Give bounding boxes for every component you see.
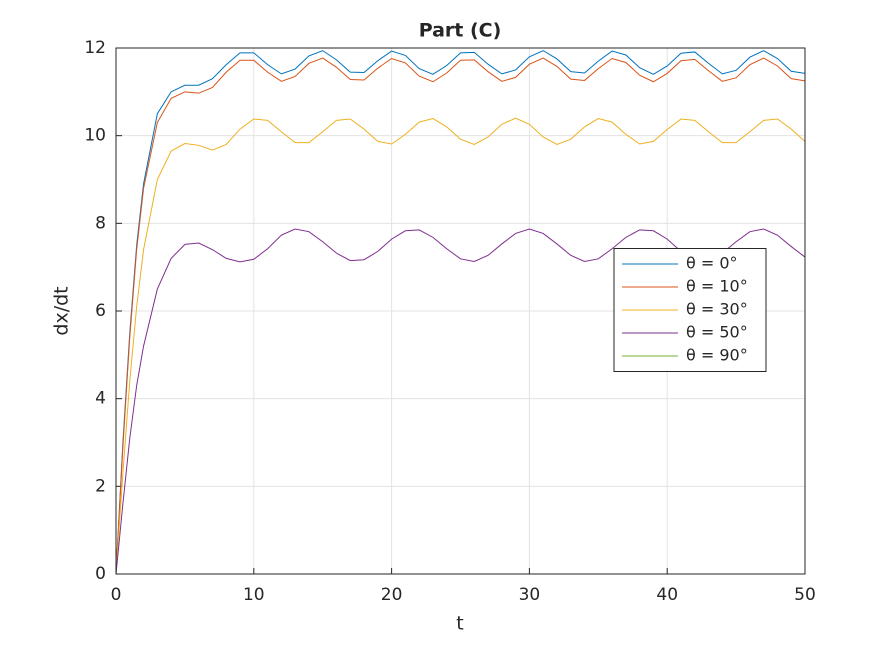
y-tick-label: 4 [95, 389, 106, 409]
y-tick-label: 6 [95, 301, 106, 321]
data-line [115, 117, 806, 575]
x-tick-label: 50 [794, 585, 816, 605]
y-axis-label: dx/dt [51, 286, 73, 335]
data-line [115, 50, 806, 575]
chart-title: Part (C) [419, 20, 502, 42]
x-axis-label: t [456, 613, 463, 635]
x-tick-label: 20 [381, 585, 403, 605]
y-tick-label: 0 [95, 564, 106, 584]
legend-label: θ = 10° [686, 277, 748, 296]
y-tick-label: 12 [84, 38, 106, 58]
x-tick-label: 40 [656, 585, 678, 605]
legend-label: θ = 0° [686, 254, 738, 273]
y-tick-label: 10 [84, 126, 106, 146]
legend: θ = 0° θ = 10° θ = 30° θ = 50° θ = 90° [613, 248, 767, 372]
data-line [115, 57, 806, 575]
y-tick-label: 2 [95, 476, 106, 496]
y-tick-label: 8 [95, 213, 106, 233]
legend-box [613, 248, 767, 372]
x-tick-label: 10 [243, 585, 265, 605]
legend-label: θ = 90° [686, 346, 748, 365]
legend-label: θ = 50° [686, 323, 748, 342]
axes-box [115, 47, 806, 575]
legend-label: θ = 30° [686, 300, 748, 319]
x-tick-label: 0 [111, 585, 122, 605]
x-tick-label: 30 [519, 585, 541, 605]
